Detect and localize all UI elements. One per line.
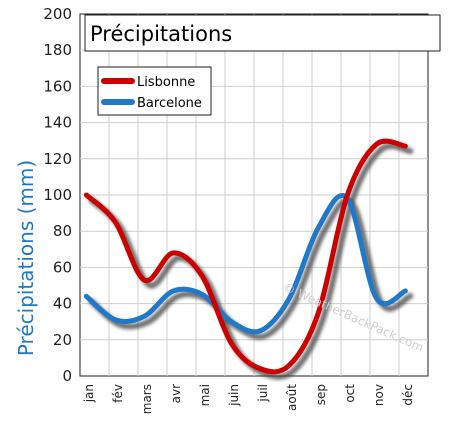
x-tick-label: juin — [227, 384, 241, 407]
legend-label: Lisbonne — [137, 75, 195, 90]
y-tick-label: 200 — [43, 5, 72, 23]
y-axis-label: Précipitations (mm) — [14, 160, 38, 356]
title-box: Précipitations — [84, 14, 441, 52]
x-tick-label: jan — [82, 384, 96, 403]
x-tick-label: août — [285, 384, 299, 411]
series-shadow — [88, 143, 414, 380]
y-tick-label: 160 — [43, 77, 72, 95]
legend-border — [97, 66, 212, 116]
x-tick-label: avr — [169, 384, 183, 403]
y-tick-label: 140 — [43, 114, 72, 132]
x-tick-label: mai — [198, 384, 212, 406]
series-shadow — [88, 197, 414, 340]
y-tick-label: 0 — [62, 367, 72, 385]
x-tick-label: oct — [343, 384, 357, 403]
x-tick-label: mars — [140, 384, 154, 414]
y-tick-label: 20 — [53, 331, 72, 349]
shadow-layer — [88, 143, 414, 380]
x-tick-label: nov — [372, 384, 386, 406]
y-tick-label: 60 — [53, 258, 72, 276]
x-tick-label: fév — [111, 384, 125, 403]
legend-label: Barcelone — [137, 96, 202, 111]
tick-layer: 0 20 40 60 80 100 120 140 160 180 200 jan fév mars avr… — [43, 5, 415, 414]
chart-title: Précipitations — [90, 22, 232, 46]
y-tick-label: 40 — [53, 295, 72, 313]
y-tick-label: 120 — [43, 150, 72, 168]
title-box-border — [84, 14, 441, 52]
legend: Lisbonne Barcelone — [97, 66, 212, 116]
y-tick-label: 80 — [53, 222, 72, 240]
series-layer — [83, 138, 408, 375]
x-tick-label: déc — [401, 384, 415, 406]
x-tick-label: juil — [256, 384, 270, 403]
x-tick-label: sep — [314, 384, 328, 405]
y-tick-label: 100 — [43, 186, 72, 204]
y-tick-label: 180 — [43, 41, 72, 59]
